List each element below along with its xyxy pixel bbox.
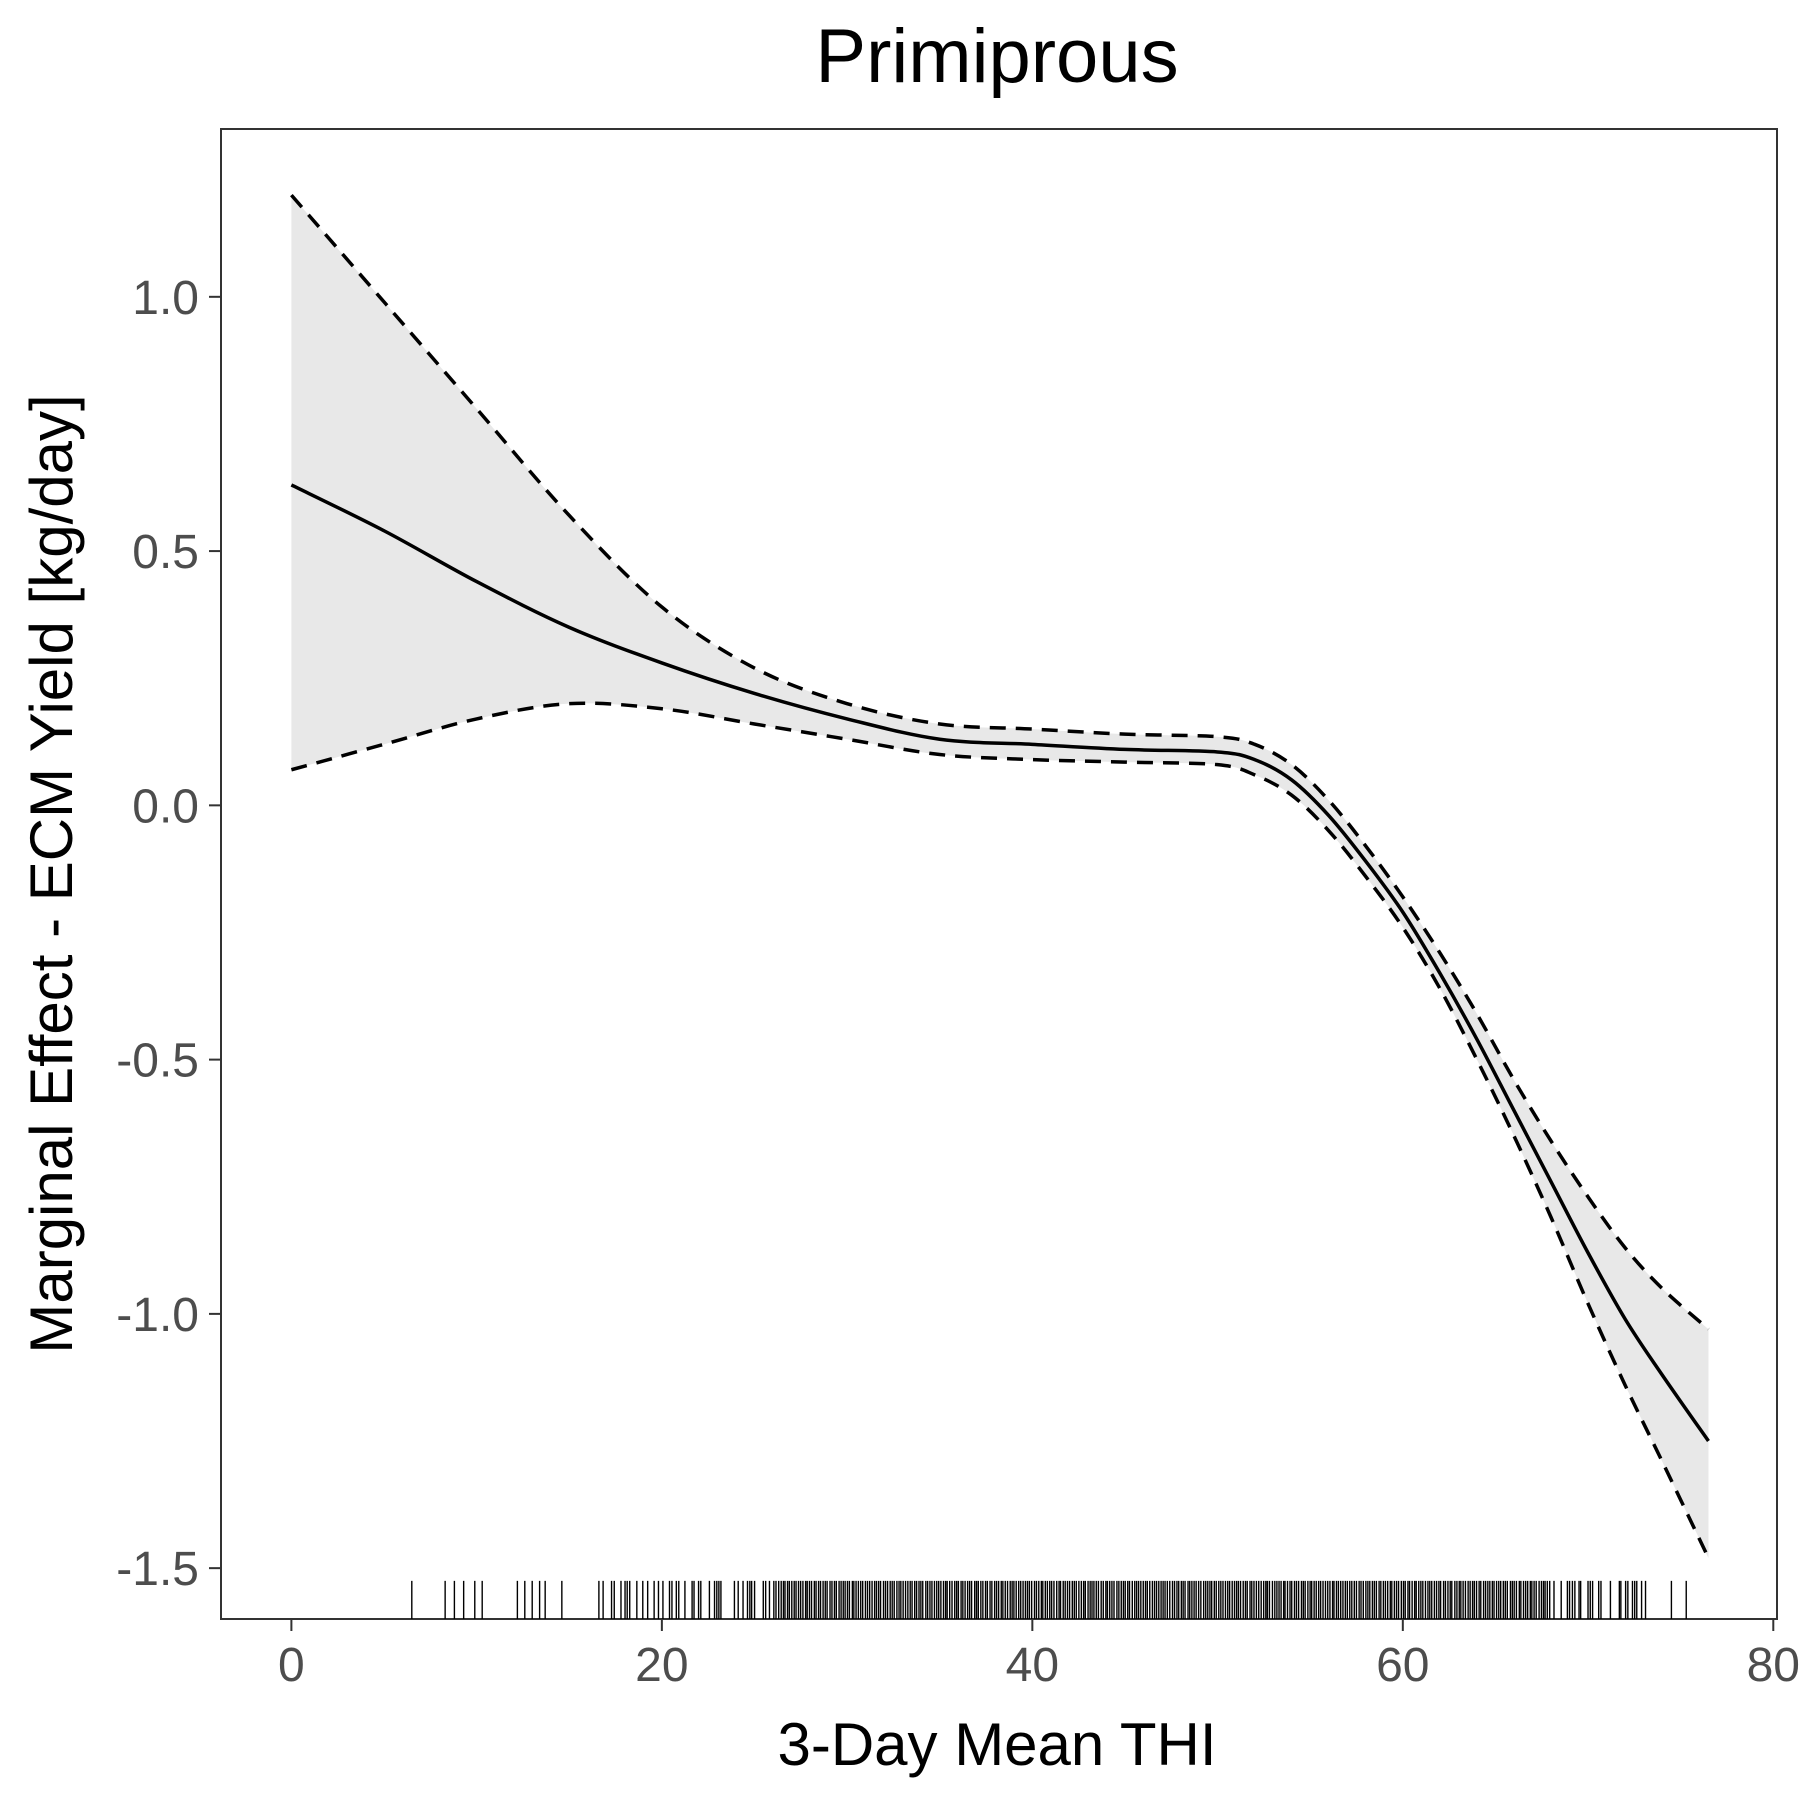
- chart-title: Primiprous: [815, 14, 1178, 99]
- x-tick-label: 60: [1376, 1639, 1429, 1692]
- lower-ci-line: [290, 701, 1711, 1559]
- rug-layer: [411, 1580, 1687, 1619]
- y-tick-label: -0.5: [116, 1035, 199, 1088]
- y-axis-label: Marginal Effect - ECM Yield [kg/day]: [18, 394, 85, 1353]
- fit-line: [290, 483, 1710, 1443]
- line-layer: [290, 193, 1711, 1559]
- y-tick-label: 1.0: [132, 272, 199, 325]
- ci-band-layer: [291, 195, 1709, 1558]
- y-tick-label: -1.5: [116, 1543, 199, 1596]
- y-tick-label: -1.0: [116, 1289, 199, 1342]
- x-tick-label: 0: [278, 1639, 305, 1692]
- x-axis-label: 3-Day Mean THI: [777, 1711, 1216, 1778]
- x-tick-label: 40: [1006, 1639, 1059, 1692]
- confidence-band: [291, 195, 1709, 1558]
- y-axis: 1.0 0.5 0.0 -0.5 -1.0 -1.5: [116, 272, 221, 1596]
- x-tick-label: 20: [635, 1639, 688, 1692]
- y-tick-label: 0.0: [132, 780, 199, 833]
- x-axis: 0 20 40 60 80: [278, 1619, 1800, 1692]
- y-tick-label: 0.5: [132, 526, 199, 579]
- plot-panel: [220, 128, 1778, 1620]
- x-tick-label: 80: [1747, 1639, 1800, 1692]
- upper-ci-line: [290, 193, 1710, 1331]
